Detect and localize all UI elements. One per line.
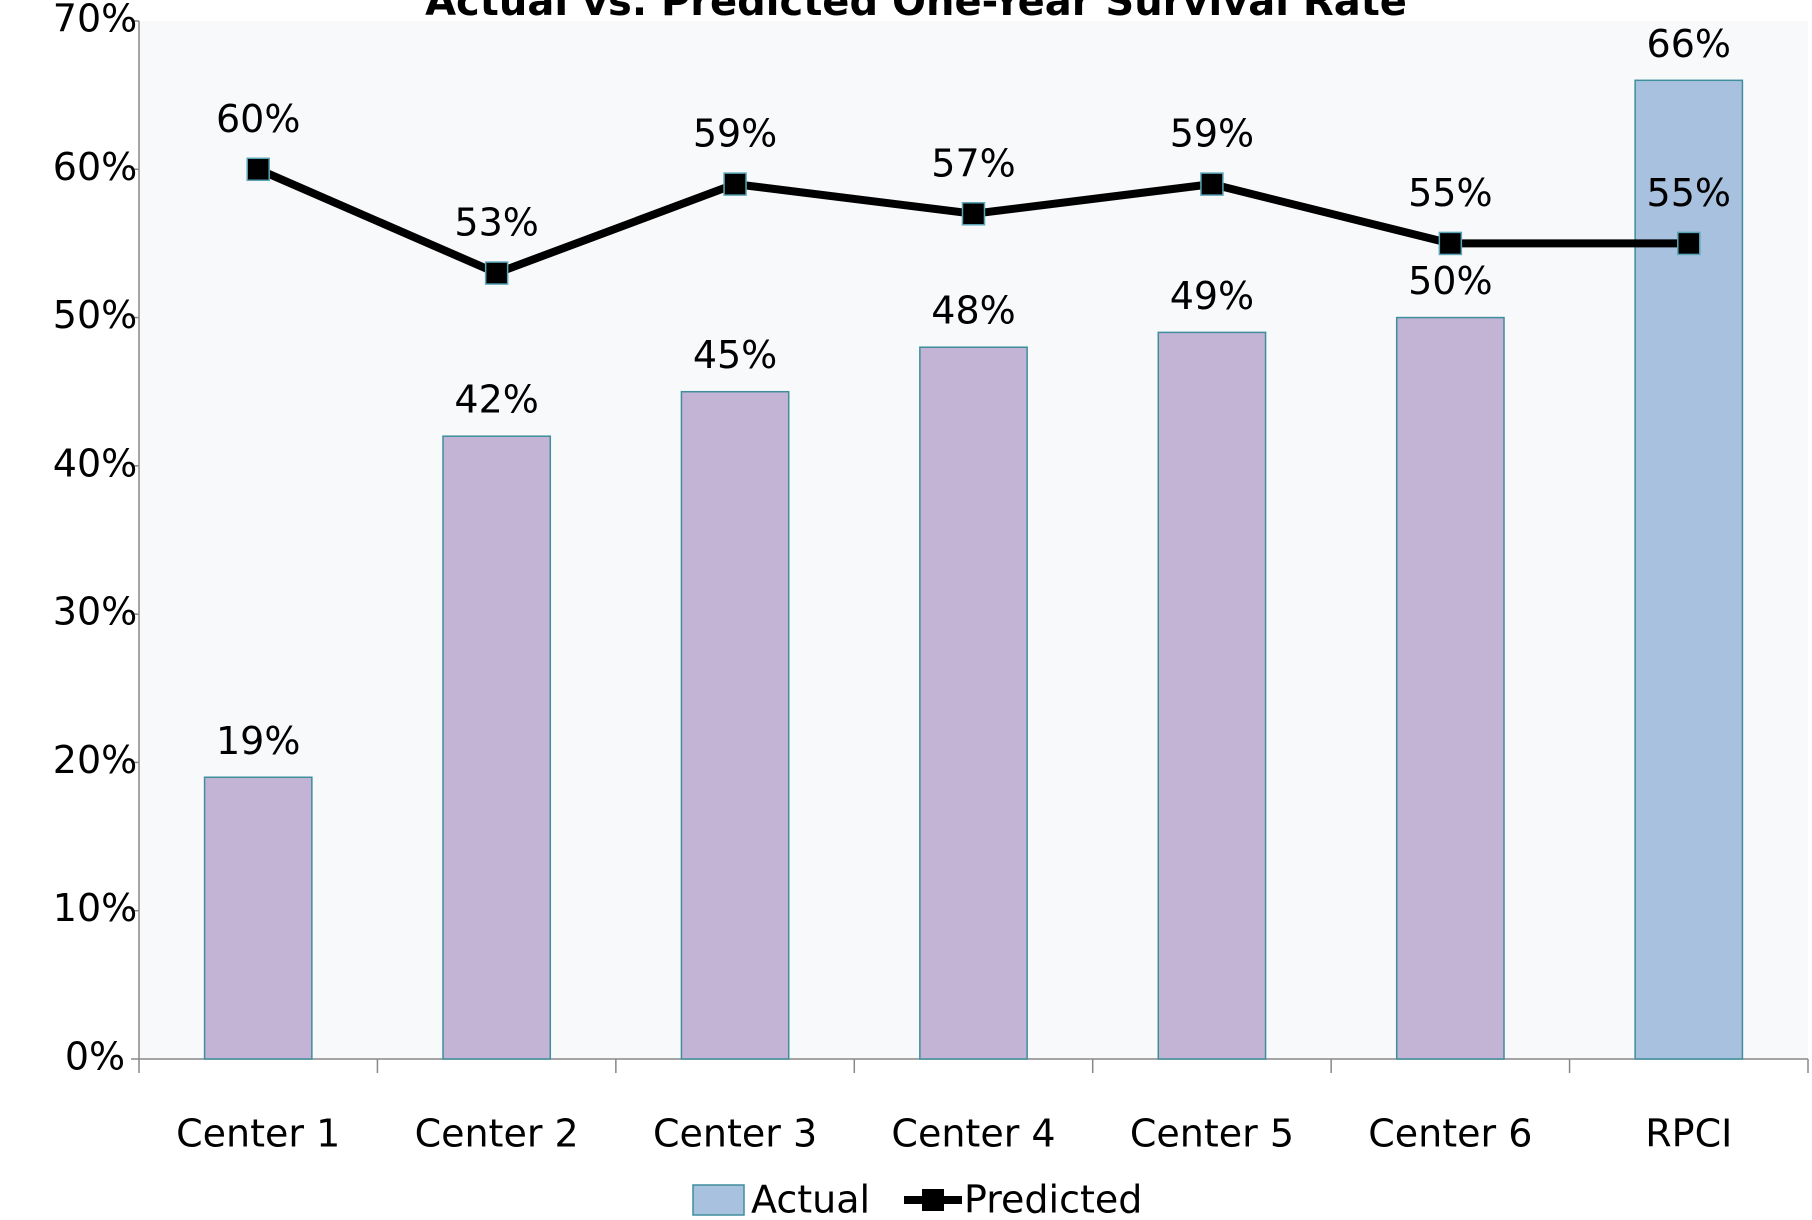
bar-value-label: 50%: [1408, 259, 1492, 303]
bar: [1634, 79, 1744, 1060]
line-marker: [1438, 231, 1463, 256]
x-tick-label: Center 3: [653, 1112, 817, 1156]
y-tick-label: 10%: [53, 886, 137, 930]
legend-label: Predicted: [964, 1178, 1142, 1220]
bar: [1157, 331, 1267, 1060]
x-tick-label: RPCI: [1645, 1112, 1732, 1156]
line-value-label: 59%: [693, 112, 777, 156]
line-value-label: 55%: [1408, 171, 1492, 215]
line-marker: [1677, 231, 1701, 256]
legend-marker: [922, 1189, 944, 1211]
bar-value-label: 48%: [931, 289, 1015, 333]
bar-value-label: 45%: [693, 333, 777, 377]
legend-swatch: [692, 1184, 745, 1216]
y-tick-label: 50%: [53, 293, 137, 337]
line-value-label: 53%: [454, 201, 538, 245]
line-marker: [723, 172, 747, 196]
x-tick-label: Center 2: [415, 1112, 579, 1156]
y-tick-label: 40%: [53, 441, 137, 485]
line-marker: [484, 261, 509, 285]
bar: [442, 435, 552, 1060]
line-marker: [961, 202, 986, 226]
x-tick-label: Center 6: [1368, 1112, 1532, 1156]
y-tick-label: 30%: [53, 590, 137, 634]
bar: [919, 346, 1028, 1060]
bar: [203, 776, 313, 1060]
x-tick-label: Center 1: [176, 1112, 340, 1156]
chart-title: Actual vs. Predicted One-Year Survival R…: [425, 0, 1407, 25]
bar-value-label: 42%: [454, 378, 538, 422]
line-value-label: 59%: [1170, 112, 1254, 156]
bar-value-label: 66%: [1647, 22, 1731, 66]
legend-label: Actual: [751, 1178, 870, 1220]
line-value-label: 60%: [216, 97, 300, 141]
line-marker: [246, 157, 270, 182]
y-tick-label: 20%: [53, 738, 137, 782]
bar-value-label: 19%: [216, 719, 300, 763]
x-tick-label: Center 5: [1130, 1112, 1294, 1156]
bar-value-label: 49%: [1170, 274, 1254, 318]
y-tick-label: 70%: [53, 0, 137, 41]
bar: [1395, 316, 1505, 1060]
x-tick-label: Center 4: [891, 1112, 1055, 1156]
y-tick-label: 0%: [65, 1035, 125, 1079]
line-marker: [1200, 172, 1224, 196]
line-value-label: 55%: [1647, 171, 1731, 215]
y-tick-label: 60%: [53, 145, 137, 189]
line-value-label: 57%: [931, 141, 1015, 185]
bar: [680, 390, 790, 1060]
